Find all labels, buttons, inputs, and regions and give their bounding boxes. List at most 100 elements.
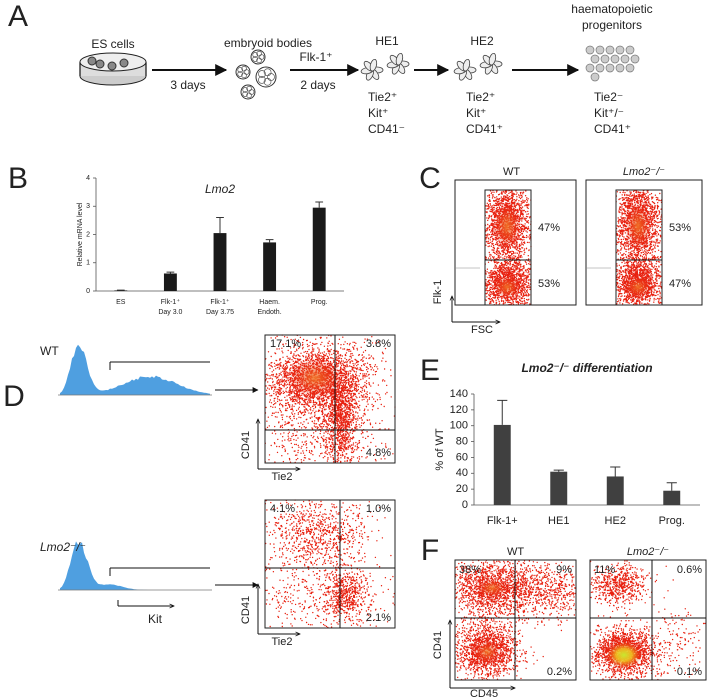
quadrant-percent: 2.1% xyxy=(366,612,391,624)
progenitor-cell xyxy=(625,63,635,73)
gate-percent: 47% xyxy=(538,222,560,234)
eb-cell xyxy=(258,70,266,78)
bar xyxy=(213,233,227,291)
x-tick-label: Prog. xyxy=(659,515,685,527)
panel-label: C xyxy=(419,162,441,195)
panel-label: F xyxy=(421,534,439,567)
density-core xyxy=(493,202,521,250)
y-tick-label: 0 xyxy=(86,288,90,295)
gate xyxy=(615,189,663,306)
y-axis-label: Relative mRNA level xyxy=(77,202,84,266)
eb-cell xyxy=(242,91,248,97)
progenitor-cell xyxy=(605,63,615,73)
step-label: embryoid bodies xyxy=(224,36,312,50)
quadrant-percent: 4.8% xyxy=(366,447,391,459)
y-tick-label: 100 xyxy=(450,420,468,432)
x-tick-label: Endoth. xyxy=(258,309,282,316)
y-axis-label: Flk-1 xyxy=(432,280,444,304)
y-tick-label: 120 xyxy=(450,404,468,416)
endothelial-cell xyxy=(462,58,471,72)
event-cloud xyxy=(589,560,669,617)
cell-colony xyxy=(95,59,105,69)
y-tick-label: 0 xyxy=(462,499,468,511)
eb-cell xyxy=(263,77,272,86)
eb-cell xyxy=(263,68,272,77)
marker-label: Kit⁺/⁻ xyxy=(594,106,624,120)
gate-percent: 47% xyxy=(669,278,691,290)
step-label: HE2 xyxy=(470,34,494,48)
progenitor-cell xyxy=(595,63,605,73)
row-label: WT xyxy=(40,344,59,358)
x-tick-label: Flk-1⁺ xyxy=(161,298,181,306)
y-tick-label: 4 xyxy=(86,175,90,182)
x-axis-label: Kit xyxy=(148,612,163,626)
progenitor-cell xyxy=(625,45,635,55)
bar xyxy=(114,290,128,291)
density-core xyxy=(476,578,508,598)
eb-cell xyxy=(241,72,247,79)
step-label: ES cells xyxy=(91,37,134,51)
eb-cell xyxy=(241,65,247,72)
progenitor-cell xyxy=(620,54,630,64)
y-axis-label: CD41 xyxy=(240,431,252,459)
marker-label: Kit⁺ xyxy=(466,106,486,120)
x-tick-label: Flk-1+ xyxy=(487,515,518,527)
eb-cell xyxy=(258,76,266,84)
progenitor-cell xyxy=(585,45,595,55)
progenitor-cell xyxy=(615,45,625,55)
eb-cell xyxy=(237,67,243,73)
y-tick-label: 1 xyxy=(86,260,90,267)
eb-cell xyxy=(237,71,243,77)
bar xyxy=(663,490,681,505)
eb-cell xyxy=(252,52,258,58)
y-tick-label: 20 xyxy=(456,483,468,495)
marker-label: Tie2⁺ xyxy=(466,90,495,104)
eb-cell xyxy=(246,85,252,92)
panel-label: E xyxy=(420,354,440,387)
panel-label: B xyxy=(8,162,28,195)
endothelial-cell xyxy=(395,52,404,66)
bar xyxy=(312,207,326,291)
plot-frame xyxy=(264,499,396,629)
y-tick-label: 40 xyxy=(456,467,468,479)
marker-label: CD41⁻ xyxy=(368,122,405,136)
x-axis-label: CD45 xyxy=(470,688,498,700)
density-core xyxy=(624,202,652,250)
cell-colony xyxy=(87,56,97,66)
quadrant-percent: 38% xyxy=(459,564,481,576)
density-core xyxy=(624,275,652,299)
quadrant-percent: 1.0% xyxy=(366,503,391,515)
x-tick-label: Prog. xyxy=(311,299,328,306)
step-label: HE1 xyxy=(375,34,399,48)
marker-label: CD41⁺ xyxy=(466,122,503,136)
gate-percent: 53% xyxy=(538,278,560,290)
x-tick-label: HE1 xyxy=(548,515,569,527)
y-tick-label: 140 xyxy=(450,388,468,400)
progenitor-cell xyxy=(595,45,605,55)
progenitor-cell xyxy=(630,54,640,64)
x-tick-label: Haem. xyxy=(259,299,280,306)
progenitor-cell xyxy=(600,54,610,64)
bar xyxy=(606,476,624,505)
y-tick-label: 3 xyxy=(86,203,90,210)
embryoid-body xyxy=(235,64,251,80)
y-tick-label: 2 xyxy=(86,231,90,238)
progenitor-cell xyxy=(605,45,615,55)
embryoid-body xyxy=(255,66,277,88)
step-label: progenitors xyxy=(582,18,642,32)
x-axis-label: Tie2 xyxy=(272,471,293,483)
quadrant-percent: 11% xyxy=(594,564,615,576)
progenitor-cell xyxy=(615,63,625,73)
quadrant-percent: 4.1% xyxy=(270,503,295,515)
bar xyxy=(263,242,277,291)
embryoid-body xyxy=(250,49,266,65)
quadrant-percent: 0.2% xyxy=(547,666,572,678)
embryoid-body xyxy=(240,84,256,100)
error-bar xyxy=(666,482,677,491)
endothelial-cell xyxy=(488,52,497,66)
row-label: Lmo2⁻/⁻ xyxy=(40,540,86,554)
marker-label: CD41⁺ xyxy=(594,122,631,136)
y-axis-label: CD41 xyxy=(240,596,252,624)
panel-label: A xyxy=(8,0,28,33)
